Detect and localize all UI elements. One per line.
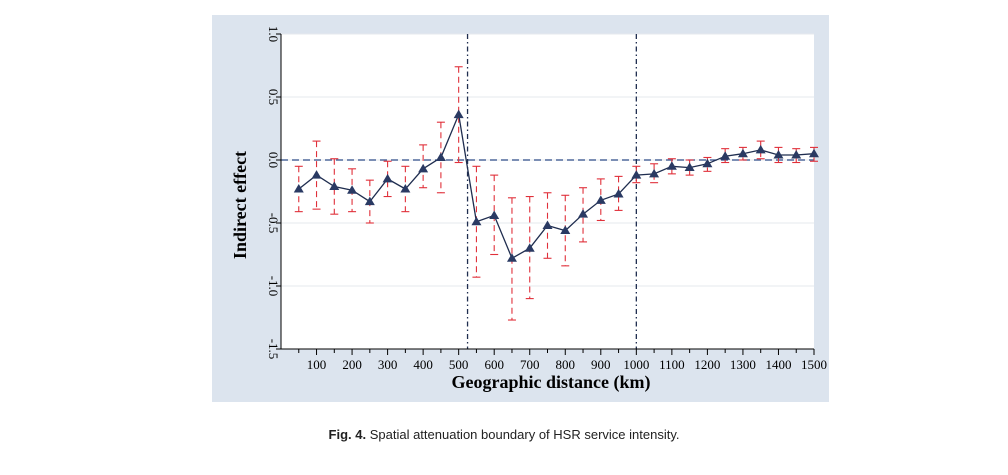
y-tick-label: -1.0 [266, 276, 281, 297]
data-point-marker [453, 109, 464, 119]
series-line-group [298, 112, 815, 260]
x-axis-title: Geographic distance (km) [452, 372, 651, 393]
data-point-marker [489, 210, 500, 219]
series-line [298, 112, 815, 260]
data-point-marker [506, 253, 517, 262]
x-tick-label: 1000 [623, 357, 649, 372]
y-tick-label: -1.5 [266, 339, 281, 360]
x-tick-label: 600 [484, 357, 504, 372]
data-point-marker [364, 196, 375, 206]
y-tick-label: 1.0 [266, 26, 281, 42]
data-point-marker [684, 162, 695, 172]
x-tick-label: 200 [342, 357, 362, 372]
y-tick-label: 0.0 [266, 152, 281, 168]
x-tick-label: 800 [556, 357, 576, 372]
data-point-marker [524, 243, 535, 252]
data-point-marker [791, 149, 802, 159]
data-point-marker [293, 183, 304, 193]
axes: -1.5 -1.0 -0.5 0.0 0.5 1.0 100 200 300 400 500 600 7… [266, 26, 827, 372]
caption-text: Spatial attenuation boundary of HSR serv… [369, 427, 680, 442]
data-point-marker [595, 195, 606, 204]
y-axis-title: Indirect effect [230, 151, 250, 259]
figure-caption: Fig. 4. Spatial attenuation boundary of … [0, 427, 1008, 442]
caption-label: Fig. 4. [328, 427, 367, 442]
x-tick-label: 1300 [730, 357, 756, 372]
data-point-marker [471, 216, 482, 226]
data-point-marker [666, 161, 677, 170]
data-point-marker [773, 149, 784, 159]
y-tick-label: 0.5 [266, 89, 281, 105]
data-point-marker [311, 170, 322, 179]
data-point-marker [347, 185, 358, 194]
x-tick-label: 300 [378, 357, 398, 372]
x-tick-label: 1200 [694, 357, 720, 372]
data-point-marker [542, 220, 553, 230]
data-point-marker [737, 148, 748, 158]
data-point-marker [435, 152, 446, 161]
data-point-marker [631, 170, 642, 179]
x-tick-label: 1400 [765, 357, 791, 372]
data-point-marker [578, 209, 589, 218]
data-point-marker [755, 144, 766, 154]
data-point-marker [382, 173, 393, 183]
x-tick-label: 500 [449, 357, 469, 372]
data-point-marker [702, 158, 713, 168]
data-point-marker [720, 151, 731, 160]
x-tick-label: 100 [307, 357, 327, 372]
figure-panel: -1.5 -1.0 -0.5 0.0 0.5 1.0 100 200 300 400 500 600 7… [212, 15, 829, 402]
x-tick-label: 700 [520, 357, 540, 372]
data-point-marker [560, 225, 571, 235]
data-point-marker [418, 163, 429, 173]
data-point-marker [613, 189, 624, 198]
data-point-marker [649, 168, 660, 178]
data-point-marker [809, 148, 819, 158]
plot-area [281, 34, 814, 349]
y-tick-label: -0.5 [266, 213, 281, 234]
data-point-marker [329, 181, 340, 190]
x-tick-label: 900 [591, 357, 611, 372]
x-tick-label: 1100 [659, 357, 685, 372]
chart: -1.5 -1.0 -0.5 0.0 0.5 1.0 100 200 300 400 500 600 7… [230, 26, 827, 393]
data-point-marker [400, 183, 411, 193]
series-markers [293, 109, 819, 262]
x-tick-label: 400 [413, 357, 433, 372]
x-tick-label: 1500 [801, 357, 827, 372]
